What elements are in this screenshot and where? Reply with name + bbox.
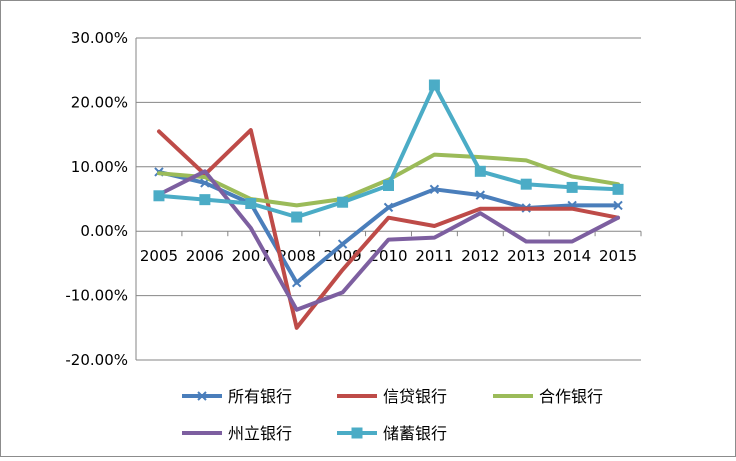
data-point [337, 196, 349, 208]
data-point [383, 202, 394, 213]
x-tick-label: 2012 [461, 247, 499, 265]
legend-item: 州立银行 [182, 424, 292, 443]
series-line-3 [157, 152, 620, 208]
legend-label: 所有银行 [228, 387, 292, 406]
series-lines [153, 79, 624, 330]
y-tick-label: 0.00% [80, 222, 128, 240]
series-line-2 [157, 128, 620, 330]
gridlines [135, 37, 642, 361]
data-point [429, 184, 440, 195]
data-point [612, 183, 624, 195]
data-point [245, 198, 257, 210]
data-point [475, 190, 486, 200]
data-point [428, 79, 440, 91]
legend-item: 信贷银行 [337, 387, 447, 406]
data-point [153, 190, 165, 202]
y-tick-label: 10.00% [71, 158, 128, 176]
x-tick-label: 2014 [553, 247, 591, 265]
legend-item: 储蓄银行 [337, 424, 447, 443]
x-tick-label: 2007 [232, 247, 270, 265]
data-point [383, 179, 394, 191]
x-tick-label: 2006 [186, 247, 224, 265]
x-tick-label: 2011 [415, 247, 453, 265]
legend-item: 合作银行 [493, 387, 603, 406]
legend-item: 所有银行 [182, 387, 292, 406]
data-point [199, 194, 211, 206]
data-point [520, 178, 532, 190]
x-tick-label: 2015 [599, 247, 637, 265]
legend-label: 信贷银行 [383, 387, 447, 406]
data-point [337, 239, 348, 249]
legend-label: 州立银行 [228, 424, 292, 443]
legend-label: 合作银行 [539, 387, 603, 406]
y-axis-ticks: 30.00% 20.00% 10.00% 0.00% -10.00% -20.00% [65, 29, 128, 369]
series-line-4 [157, 169, 620, 312]
x-axis-ticks: 2005 2006 2007 2008 2009 2010 2011 2012 2013 2014… [140, 247, 637, 265]
y-tick-label: 30.00% [71, 29, 128, 47]
y-tick-label: -10.00% [65, 287, 128, 305]
x-tick-label: 2013 [507, 247, 545, 265]
y-tick-label: 20.00% [71, 93, 128, 111]
data-point [474, 165, 486, 177]
data-point [566, 181, 578, 193]
data-point [291, 278, 302, 288]
data-point [291, 211, 303, 223]
legend-label: 储蓄银行 [383, 424, 447, 443]
data-point [613, 200, 623, 211]
y-tick-label: -20.00% [65, 351, 128, 369]
x-tick-label: 2008 [278, 247, 316, 265]
x-tick-label: 2005 [140, 247, 178, 265]
